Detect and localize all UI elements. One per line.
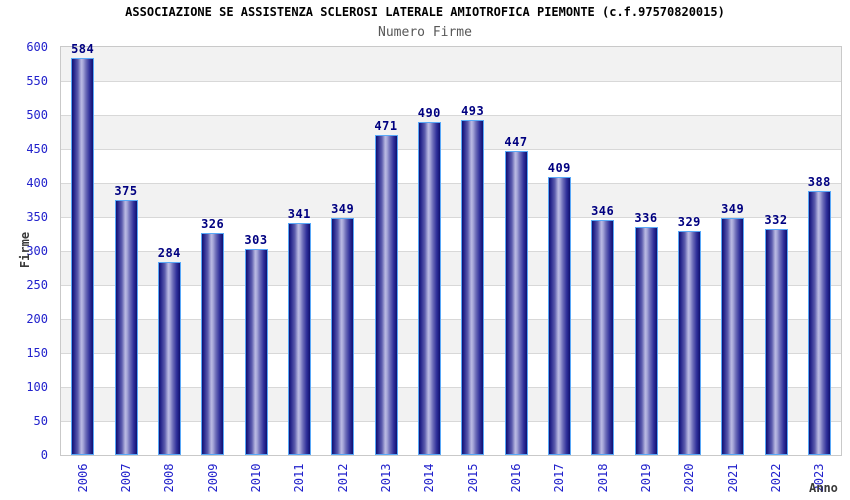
- gridline: [61, 183, 841, 184]
- bar-value-label: 284: [157, 246, 181, 260]
- x-tick-label: 2017: [552, 463, 567, 493]
- bar-value-label: 329: [677, 215, 701, 229]
- gridline: [61, 353, 841, 354]
- gridline: [61, 217, 841, 218]
- bar: [114, 200, 138, 455]
- x-tick-label: 2008: [162, 463, 177, 493]
- gridline: [61, 149, 841, 150]
- bar: [201, 233, 225, 455]
- x-tick-label: 2010: [249, 463, 263, 493]
- gridline: [61, 319, 841, 320]
- x-tick-label: 2021: [725, 463, 740, 493]
- bar-value-label: 584: [71, 42, 95, 56]
- bar-value-label: 447: [504, 135, 528, 149]
- x-tick-label: 2014: [422, 463, 437, 493]
- x-tick-label: 2007: [119, 463, 133, 493]
- bar: [374, 135, 398, 455]
- x-tick-label: 2016: [509, 463, 523, 493]
- bar: [677, 231, 701, 455]
- y-tick-label: 50: [33, 414, 48, 428]
- bar: [417, 122, 441, 455]
- gridline: [61, 421, 841, 422]
- x-tick-label: 2006: [75, 463, 90, 493]
- y-tick-label: 550: [26, 74, 48, 88]
- gridline: [61, 285, 841, 286]
- bar-value-label: 332: [764, 213, 788, 227]
- x-tick-label: 2013: [379, 463, 393, 493]
- x-tick-label: 2012: [335, 463, 350, 493]
- bar-value-label: 409: [547, 161, 571, 175]
- x-tick-label: 2015: [465, 463, 480, 493]
- gridline: [61, 81, 841, 82]
- bar-value-label: 336: [634, 211, 658, 225]
- y-tick-label: 600: [26, 40, 48, 54]
- bar: [721, 218, 745, 455]
- bar-value-label: 346: [591, 204, 615, 218]
- bar-value-label: 388: [807, 175, 831, 189]
- bar-value-label: 349: [721, 202, 745, 216]
- y-tick-label: 450: [26, 142, 48, 156]
- bar-value-label: 349: [331, 202, 355, 216]
- bar: [504, 151, 528, 455]
- y-axis-title: Firme: [18, 231, 32, 269]
- bar: [71, 58, 95, 455]
- y-tick-label: 200: [26, 312, 48, 326]
- gridline: [61, 251, 841, 252]
- x-tick-label: 2009: [205, 463, 220, 493]
- plot-area: 584 375 284 326 303 341 349 471 490 493 447 409 346 3…: [60, 42, 842, 456]
- y-tick-label: 0: [40, 448, 48, 462]
- chart-subtitle: Numero Firme: [378, 25, 472, 40]
- y-tick-label: 100: [26, 380, 48, 394]
- bar: [807, 191, 831, 455]
- chart-title: ASSOCIAZIONE SE ASSISTENZA SCLEROSI LATE…: [125, 5, 725, 19]
- bar: [157, 262, 181, 455]
- gridline: [61, 115, 841, 116]
- bar-value-label: 490: [417, 106, 441, 120]
- bar-value-label: 375: [114, 184, 138, 198]
- y-tick-label: 300: [26, 244, 48, 258]
- bar: [461, 120, 485, 455]
- y-tick-label: 400: [26, 176, 48, 190]
- x-tick-label: 2018: [595, 463, 610, 493]
- bar-value-label: 303: [244, 233, 268, 247]
- x-tick-label: 2020: [682, 463, 697, 493]
- bar: [634, 227, 658, 455]
- bar: [591, 220, 615, 455]
- bar: [331, 218, 355, 455]
- y-tick-label: 500: [26, 108, 48, 122]
- bar-value-label: 493: [461, 104, 485, 118]
- y-tick-label: 150: [26, 346, 48, 360]
- bar: [244, 249, 268, 455]
- x-axis-title: Anno: [809, 481, 838, 495]
- bar-value-label: 341: [287, 207, 311, 221]
- x-tick-label: 2019: [639, 463, 653, 493]
- y-tick-label: 250: [26, 278, 48, 292]
- gridline: [61, 387, 841, 388]
- bar: [764, 229, 788, 455]
- bar: [287, 223, 311, 455]
- x-tick-label: 2022: [769, 463, 783, 493]
- bar-value-label: 326: [201, 217, 225, 231]
- y-tick-label: 350: [26, 210, 48, 224]
- bar-value-label: 471: [374, 119, 398, 133]
- bar: [547, 177, 571, 455]
- x-tick-label: 2011: [292, 463, 307, 493]
